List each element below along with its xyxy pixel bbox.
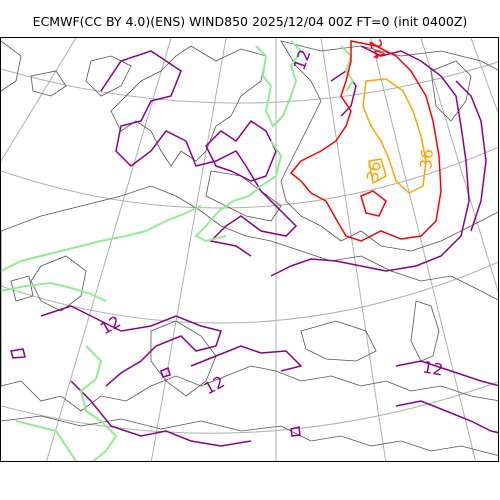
contour-green-south-2	[15, 420, 77, 461]
contour-label-36: 36	[363, 160, 385, 183]
contour-label-12: 12	[201, 372, 228, 398]
contour-green-south	[79, 345, 118, 461]
contour-12-small-2	[290, 426, 301, 437]
map-panel: 12 12 12 12 24 36 36	[0, 37, 499, 462]
contour-green-east	[340, 45, 355, 92]
contour-12-small-1	[10, 348, 26, 359]
coastline-novaya-zemlya	[430, 60, 472, 122]
contour-label-36: 36	[416, 148, 437, 170]
contour-12-mediterranean	[70, 380, 252, 447]
coastline-europe	[1, 185, 498, 412]
contour-24-inner	[360, 190, 387, 217]
contour-12-north	[100, 50, 298, 257]
contour-36	[362, 78, 427, 194]
graticule-meridian	[150, 38, 227, 461]
graticule-meridians	[1, 38, 498, 461]
contour-12-south-east	[330, 69, 357, 117]
coastline-russia-north	[280, 40, 498, 252]
contour-12	[10, 45, 498, 447]
coastline-greenland-edge	[1, 40, 22, 92]
coastline-mediterranean	[1, 415, 498, 456]
contour-green	[1, 40, 355, 461]
coastline-caspian	[410, 300, 440, 362]
coastlines	[1, 40, 498, 456]
graticule-meridian	[370, 38, 477, 461]
graticule-parallel	[1, 146, 498, 209]
coastline-iceland	[30, 70, 67, 97]
contour-24-main	[289, 40, 442, 242]
graticule-parallel	[1, 381, 498, 434]
contour-36-main	[362, 78, 427, 194]
contour-12-ural	[455, 80, 487, 232]
graticule-meridian	[470, 38, 498, 115]
contour-label-12: 12	[290, 47, 315, 73]
coastline-black-sea	[300, 320, 377, 362]
coastline-baltic	[205, 170, 282, 222]
graticule-meridian	[420, 38, 498, 293]
contour-12-small-3	[160, 366, 171, 378]
map-canvas: 12 12 12 12 24 36 36	[1, 38, 498, 461]
contour-12-southeast-lower	[395, 400, 498, 434]
chart-title: ECMWF(CC BY 4.0)(ENS) WIND850 2025/12/04…	[32, 14, 468, 29]
contour-label-24: 24	[365, 38, 389, 62]
contour-36-inner	[368, 158, 387, 185]
contour-green-north	[255, 40, 303, 128]
coastline-norway-west	[85, 55, 132, 97]
coastline-iberia-italy	[150, 320, 217, 397]
contour-24	[289, 40, 442, 242]
contour-12-east	[270, 45, 470, 277]
contour-12-atlantic	[40, 305, 222, 387]
contour-green-central	[194, 140, 283, 243]
contour-green-west	[1, 205, 202, 272]
contour-12-scandinavia	[205, 119, 277, 182]
graticule-parallel	[1, 61, 498, 104]
coastline-ireland	[10, 275, 34, 302]
contour-label-12: 12	[421, 357, 444, 379]
graticule-meridian	[320, 38, 387, 461]
contour-green-southwest	[1, 281, 107, 302]
graticule-meridian	[46, 38, 172, 461]
graticule-parallel	[1, 261, 498, 324]
contour-12-central	[190, 345, 303, 372]
contour-12-southeast	[395, 360, 498, 387]
graticule-meridian	[1, 38, 77, 162]
